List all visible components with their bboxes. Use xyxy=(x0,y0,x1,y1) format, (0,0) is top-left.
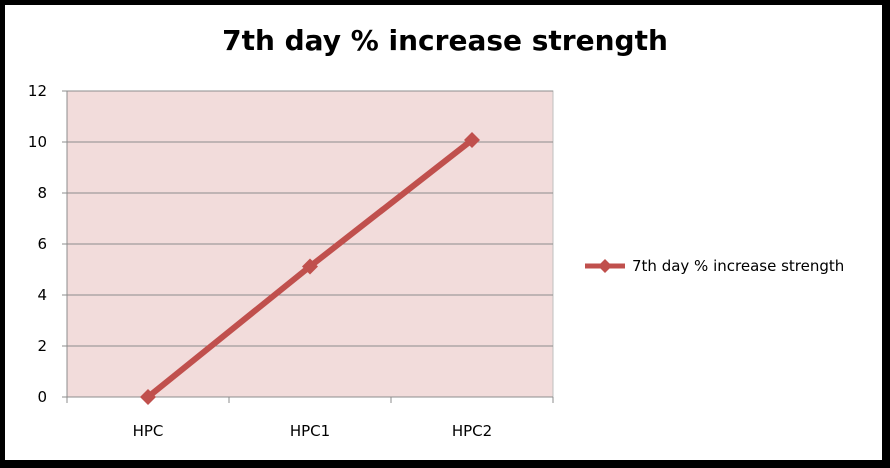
x-tick-label: HPC1 xyxy=(290,422,330,440)
legend-marker-icon xyxy=(598,259,612,273)
y-tick-label: 2 xyxy=(37,337,47,355)
legend-label: 7th day % increase strength xyxy=(632,257,844,275)
y-tick-label: 0 xyxy=(37,388,47,406)
y-tick-label: 4 xyxy=(37,286,47,304)
x-tick-label: HPC2 xyxy=(452,422,492,440)
data-point xyxy=(302,258,318,275)
data-point xyxy=(140,389,156,405)
data-point xyxy=(464,131,480,148)
y-tick-label: 10 xyxy=(28,133,47,151)
y-tick-label: 12 xyxy=(28,82,47,100)
y-tick-label: 6 xyxy=(37,235,47,253)
y-tick-label: 8 xyxy=(37,184,47,202)
x-tick-label: HPC xyxy=(133,422,164,440)
chart-title: 7th day % increase strength xyxy=(222,24,668,57)
